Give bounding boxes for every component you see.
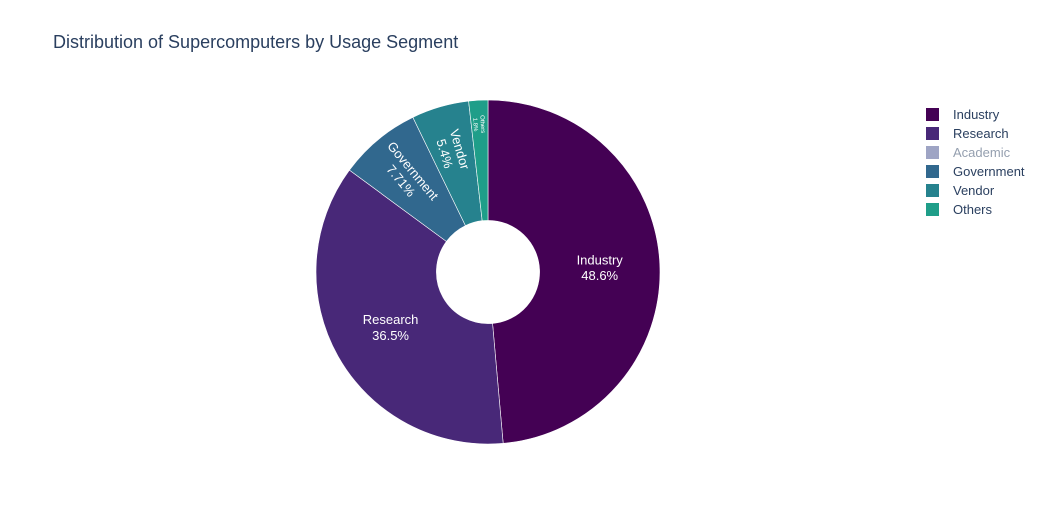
legend-item-industry[interactable]: Industry (926, 105, 1025, 124)
pie-slice-industry[interactable] (487, 99, 661, 444)
chart-title: Distribution of Supercomputers by Usage … (53, 32, 459, 52)
legend-label: Research (953, 126, 1009, 141)
pie-slice-research[interactable] (315, 169, 504, 445)
legend-item-others[interactable]: Others (926, 200, 1025, 219)
legend-swatch (926, 165, 939, 178)
legend-item-government[interactable]: Government (926, 162, 1025, 181)
slice-label-research: Research 36.5% (363, 312, 419, 343)
legend-swatch (926, 146, 939, 159)
legend-label: Industry (953, 107, 1000, 122)
legend-item-research[interactable]: Research (926, 124, 1025, 143)
legend-label: Government (953, 164, 1025, 179)
legend-swatch (926, 127, 939, 140)
slice-label-industry: Industry 48.6% (577, 252, 624, 283)
legend-item-academic[interactable]: Academic (926, 143, 1025, 162)
legend-label: Others (953, 202, 993, 217)
legend-item-vendor[interactable]: Vendor (926, 181, 1025, 200)
legend-label: Vendor (953, 183, 995, 198)
slice-label-others: Others1.8% (471, 115, 485, 134)
legend-label: Academic (953, 145, 1011, 160)
legend: Industry Research Academic Government Vendor… (926, 105, 1025, 219)
legend-swatch (926, 108, 939, 121)
legend-swatch (926, 203, 939, 216)
legend-swatch (926, 184, 939, 197)
pie-slice-others[interactable] (468, 99, 489, 222)
